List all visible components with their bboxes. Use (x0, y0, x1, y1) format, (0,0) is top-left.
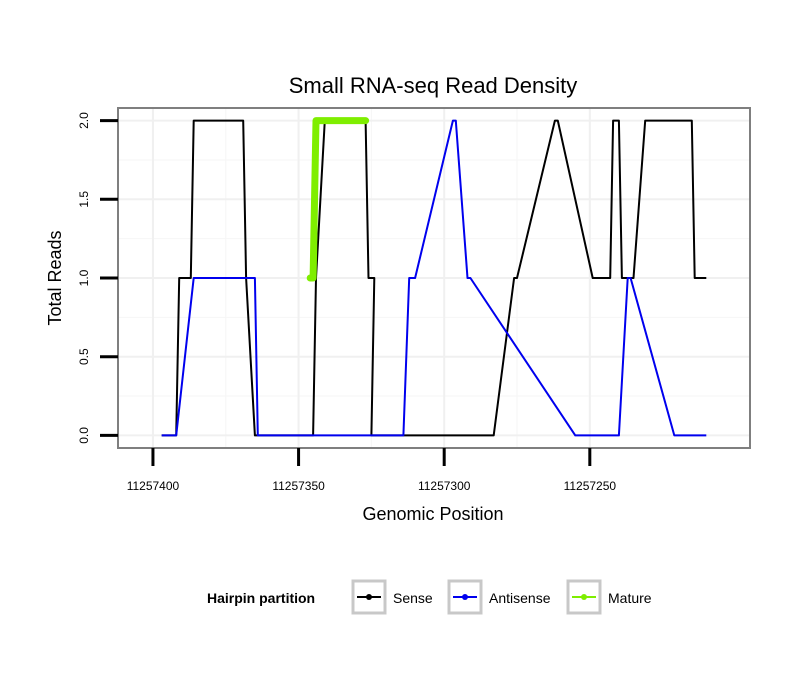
y-tick-label: 1.5 (77, 191, 91, 208)
legend-point-sense (366, 594, 372, 600)
x-tick-label: 11257350 (272, 479, 325, 493)
y-tick-label: 1.0 (77, 269, 91, 286)
legend-label-antisense: Antisense (489, 590, 551, 606)
x-axis: 11257400 11257350 11257300 11257250 (127, 448, 617, 493)
legend-item-antisense: Antisense (447, 579, 551, 615)
legend-item-mature: Mature (566, 579, 652, 615)
series-lines (161, 117, 707, 437)
legend-title: Hairpin partition (207, 590, 315, 606)
y-tick-label: 0.0 (77, 427, 91, 444)
series-line-mature (306, 117, 370, 282)
legend-label-mature: Mature (608, 590, 652, 606)
x-tick-label: 11257300 (418, 479, 471, 493)
y-axis-title: Total Reads (45, 230, 65, 325)
x-axis-title: Genomic Position (362, 504, 503, 524)
y-tick-label: 0.5 (77, 348, 91, 365)
legend-item-sense: Sense (351, 579, 433, 615)
y-tick-label: 2.0 (77, 112, 91, 129)
y-axis: 0.0 0.5 1.0 1.5 2.0 (77, 112, 118, 444)
legend-point-antisense (462, 594, 468, 600)
x-tick-label: 11257400 (127, 479, 180, 493)
legend: Hairpin partition Sense Antisense Mature (207, 579, 652, 615)
legend-label-sense: Sense (393, 590, 433, 606)
series-line-antisense (161, 119, 707, 437)
chart-title: Small RNA-seq Read Density (289, 73, 578, 98)
legend-point-mature (581, 594, 587, 600)
x-tick-label: 11257250 (564, 479, 617, 493)
